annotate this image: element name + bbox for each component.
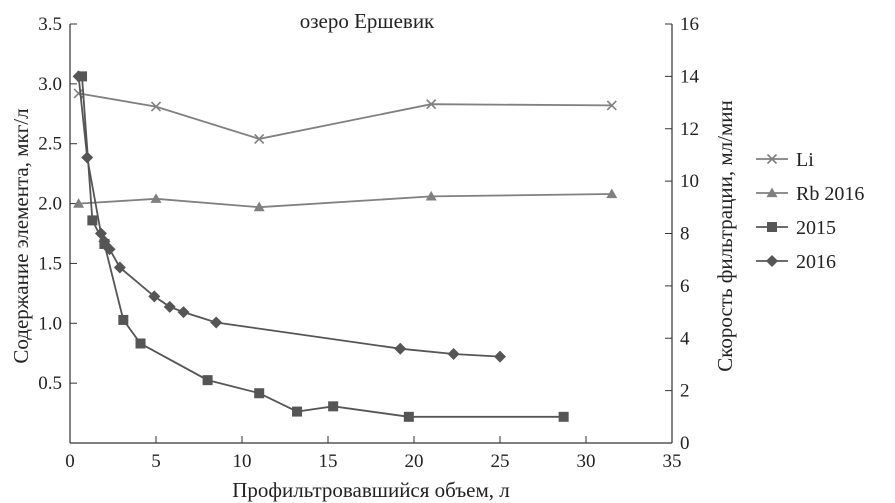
x-tick-label: 10 <box>233 451 252 472</box>
series-line-2016 <box>77 76 501 358</box>
y2-tick-label: 2 <box>680 381 690 402</box>
y-tick-label: 1.5 <box>38 253 62 274</box>
data-point-li <box>150 101 162 112</box>
y-tick-label: 3.0 <box>38 74 62 95</box>
data-point-2016 <box>494 350 506 363</box>
data-point-2015 <box>558 411 569 422</box>
data-point-2016 <box>113 261 126 274</box>
data-point-2016 <box>103 243 116 256</box>
data-point-rb-2016 <box>73 198 85 208</box>
data-point-2016 <box>177 306 190 319</box>
y2-tick-label: 0 <box>680 433 690 454</box>
y-tick-label: 2.5 <box>38 134 62 155</box>
series-layer <box>72 70 618 422</box>
data-point-2016 <box>148 290 161 303</box>
y2-axis-title: Скорость фильтрации, мл/мин <box>713 100 737 371</box>
y2-tick-label: 4 <box>680 328 690 349</box>
y-tick-label: 0.5 <box>38 373 62 394</box>
axes: 0 5 10 15 20 25 30 35 0.5 1.0 1.5 2.0 2.5 3.0 3.5 0 2 4 6 8… <box>38 14 699 472</box>
x-axis-title: Профильтровавшийся объем, л <box>232 478 510 502</box>
legend-item-2016: 2016 <box>756 251 836 273</box>
legend-marker <box>766 153 778 165</box>
data-point-2015 <box>328 401 339 412</box>
data-point-li <box>426 99 437 110</box>
y2-tick-label: 14 <box>680 66 700 87</box>
data-point-rb-2016 <box>425 190 437 201</box>
x-tick-label: 20 <box>405 451 424 472</box>
legend-marker <box>767 222 777 232</box>
data-point-2015 <box>202 375 213 386</box>
data-point-2016 <box>98 235 111 248</box>
x-tick-label: 15 <box>319 451 338 472</box>
data-point-2016 <box>163 300 176 313</box>
x-tick-label: 35 <box>663 451 682 472</box>
data-point-2015 <box>87 215 98 226</box>
data-point-2016 <box>447 347 460 360</box>
series-2016 <box>72 70 506 363</box>
data-point-2015 <box>118 314 129 325</box>
data-point-li <box>606 100 617 111</box>
y2-tick-label: 8 <box>680 224 690 245</box>
legend-label: 2016 <box>796 251 836 273</box>
series-2015 <box>77 71 569 422</box>
y2-tick-label: 12 <box>680 119 699 140</box>
y-axis-title: Содержание элемента, мкг/л <box>9 108 33 363</box>
series-line-li <box>78 92 612 140</box>
data-point-2015 <box>135 338 146 349</box>
data-point-2015 <box>403 411 414 422</box>
chart-title: озеро Ершевик <box>300 9 435 33</box>
y-tick-label: 1.0 <box>38 313 62 334</box>
legend-marker <box>766 255 778 267</box>
y2-tick-label: 6 <box>680 276 690 297</box>
legend-item-li: Li <box>756 149 814 171</box>
data-point-li <box>254 133 265 144</box>
legend-label: 2015 <box>796 217 836 239</box>
data-point-2015 <box>254 388 265 399</box>
x-tick-label: 25 <box>491 451 510 472</box>
data-point-2016 <box>81 151 94 164</box>
data-point-rb-2016 <box>253 201 265 212</box>
legend-label: Rb 2016 <box>796 183 864 205</box>
x-tick-label: 5 <box>151 451 161 472</box>
x-tick-label: 30 <box>577 451 596 472</box>
y2-tick-label: 16 <box>680 14 699 35</box>
y2-tick-label: 10 <box>680 171 699 192</box>
x-tick-label: 0 <box>65 451 75 472</box>
data-point-rb-2016 <box>150 193 162 203</box>
legend-item-rb-2016: Rb 2016 <box>756 183 864 205</box>
data-point-2016 <box>210 316 223 329</box>
data-point-2016 <box>394 342 407 355</box>
legend-marker <box>766 187 778 198</box>
legend-label: Li <box>796 149 814 171</box>
y-tick-label: 3.5 <box>38 14 62 35</box>
series-line-2015 <box>81 76 564 418</box>
data-point-rb-2016 <box>606 188 618 199</box>
legend: Li Rb 2016 2015 2016 <box>756 149 864 273</box>
y-tick-label: 2.0 <box>38 194 62 215</box>
series-rb-2016 <box>73 188 618 212</box>
data-point-2016 <box>72 70 85 83</box>
series-li <box>73 88 617 144</box>
legend-item-2015: 2015 <box>756 217 836 239</box>
data-point-2015 <box>292 406 303 417</box>
